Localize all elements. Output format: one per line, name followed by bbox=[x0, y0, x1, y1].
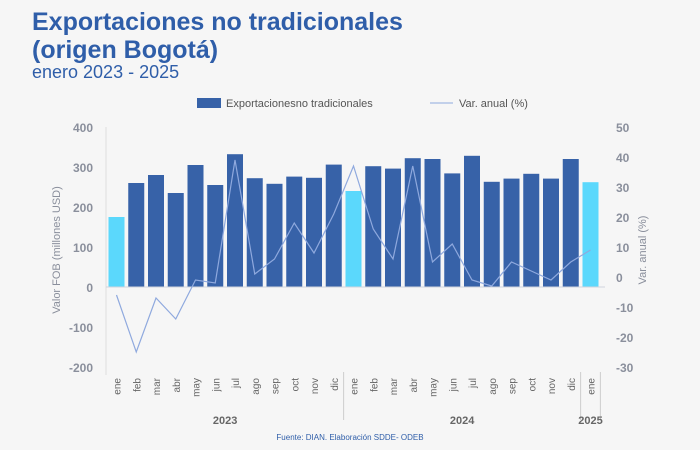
month-label: sep bbox=[508, 378, 519, 395]
bar-jul bbox=[464, 155, 480, 287]
bar-mar bbox=[148, 175, 164, 287]
bar-dic bbox=[562, 159, 579, 287]
year-label: 2023 bbox=[213, 415, 237, 427]
month-label: ene bbox=[350, 378, 361, 395]
month-label: jul bbox=[231, 378, 242, 389]
y2-axis-title: Var. anual (%) bbox=[637, 216, 649, 285]
year-label: 2024 bbox=[450, 415, 475, 427]
month-label: oct bbox=[290, 378, 301, 392]
month-label: ago bbox=[488, 378, 499, 395]
bar-feb bbox=[128, 183, 145, 287]
month-label: ene bbox=[113, 378, 124, 395]
bar-dic bbox=[325, 164, 342, 287]
y2-tick-label: -30 bbox=[616, 361, 634, 375]
month-label: ago bbox=[251, 378, 262, 395]
month-label: jun bbox=[211, 378, 222, 392]
title-line-2: (origen Bogotá) bbox=[32, 36, 219, 64]
y2-tick-label: 20 bbox=[616, 211, 630, 225]
y-tick-label: -200 bbox=[69, 361, 93, 375]
legend-line-label: Var. anual (%) bbox=[459, 98, 528, 110]
month-label: oct bbox=[527, 378, 538, 392]
bar-sep bbox=[503, 178, 520, 287]
y-tick-label: 100 bbox=[73, 241, 93, 255]
month-label: mar bbox=[152, 377, 163, 395]
bar-mar bbox=[385, 168, 401, 287]
bar-jun bbox=[207, 185, 224, 287]
month-label: mar bbox=[389, 377, 400, 395]
bar-oct bbox=[523, 173, 540, 287]
y2-tick-label: 0 bbox=[616, 271, 623, 285]
bar-nov bbox=[306, 177, 322, 287]
bar-may bbox=[187, 165, 204, 287]
bar-ene bbox=[582, 182, 599, 287]
chart-subtitle: enero 2023 - 2025 bbox=[32, 62, 180, 82]
y2-tick-label: 40 bbox=[616, 151, 630, 165]
month-label: jun bbox=[448, 378, 459, 392]
y-tick-label: 200 bbox=[73, 201, 93, 215]
month-label: feb bbox=[369, 378, 380, 392]
y2-tick-label: 30 bbox=[616, 181, 630, 195]
bar-abr bbox=[404, 158, 421, 287]
chart-title: Exportaciones no tradicionales (origen Bo… bbox=[32, 8, 403, 64]
month-label: abr bbox=[409, 377, 420, 392]
var-anual-line bbox=[115, 159, 591, 354]
month-label: may bbox=[429, 378, 440, 397]
month-label: sep bbox=[271, 378, 282, 395]
y2-tick-label: 10 bbox=[616, 241, 630, 255]
y2-tick-label: -20 bbox=[616, 331, 634, 345]
bar-ene bbox=[108, 217, 125, 287]
title-line-1: Exportaciones no tradicionales bbox=[32, 8, 403, 36]
bar-abr bbox=[167, 193, 184, 287]
month-label: ene bbox=[587, 378, 598, 395]
month-label: may bbox=[192, 378, 203, 397]
y2-tick-label: -10 bbox=[616, 301, 634, 315]
bar-jun bbox=[444, 173, 461, 287]
bar-ene bbox=[345, 191, 362, 287]
y-tick-label: 300 bbox=[73, 161, 93, 175]
y2-tick-label: 50 bbox=[616, 121, 630, 135]
month-label: dic bbox=[567, 378, 578, 391]
source-note: Fuente: DIAN. Elaboración SDDE- ODEB bbox=[276, 433, 424, 442]
bar-oct bbox=[286, 176, 303, 287]
bar-nov bbox=[543, 178, 559, 287]
month-label: nov bbox=[547, 378, 558, 394]
bar-jul bbox=[227, 154, 243, 287]
bar-sep bbox=[266, 183, 283, 287]
month-label: feb bbox=[132, 378, 143, 392]
bar-feb bbox=[365, 166, 382, 287]
bar-ago bbox=[483, 181, 500, 287]
month-label: nov bbox=[310, 378, 321, 394]
legend-bar-label: Exportacionesno tradicionales bbox=[226, 98, 373, 110]
year-label: 2025 bbox=[578, 415, 602, 427]
y-tick-label: -100 bbox=[69, 321, 93, 335]
y-tick-label: 400 bbox=[73, 121, 93, 135]
month-label: dic bbox=[330, 378, 341, 391]
month-label: abr bbox=[172, 377, 183, 392]
y-axis-title: Valor FOB (millones USD) bbox=[51, 186, 63, 314]
month-label: jul bbox=[468, 378, 479, 389]
bar-may bbox=[424, 159, 441, 287]
bar-ago bbox=[246, 178, 263, 287]
y-tick-label: 0 bbox=[86, 281, 93, 295]
legend-bar-swatch bbox=[197, 98, 221, 108]
